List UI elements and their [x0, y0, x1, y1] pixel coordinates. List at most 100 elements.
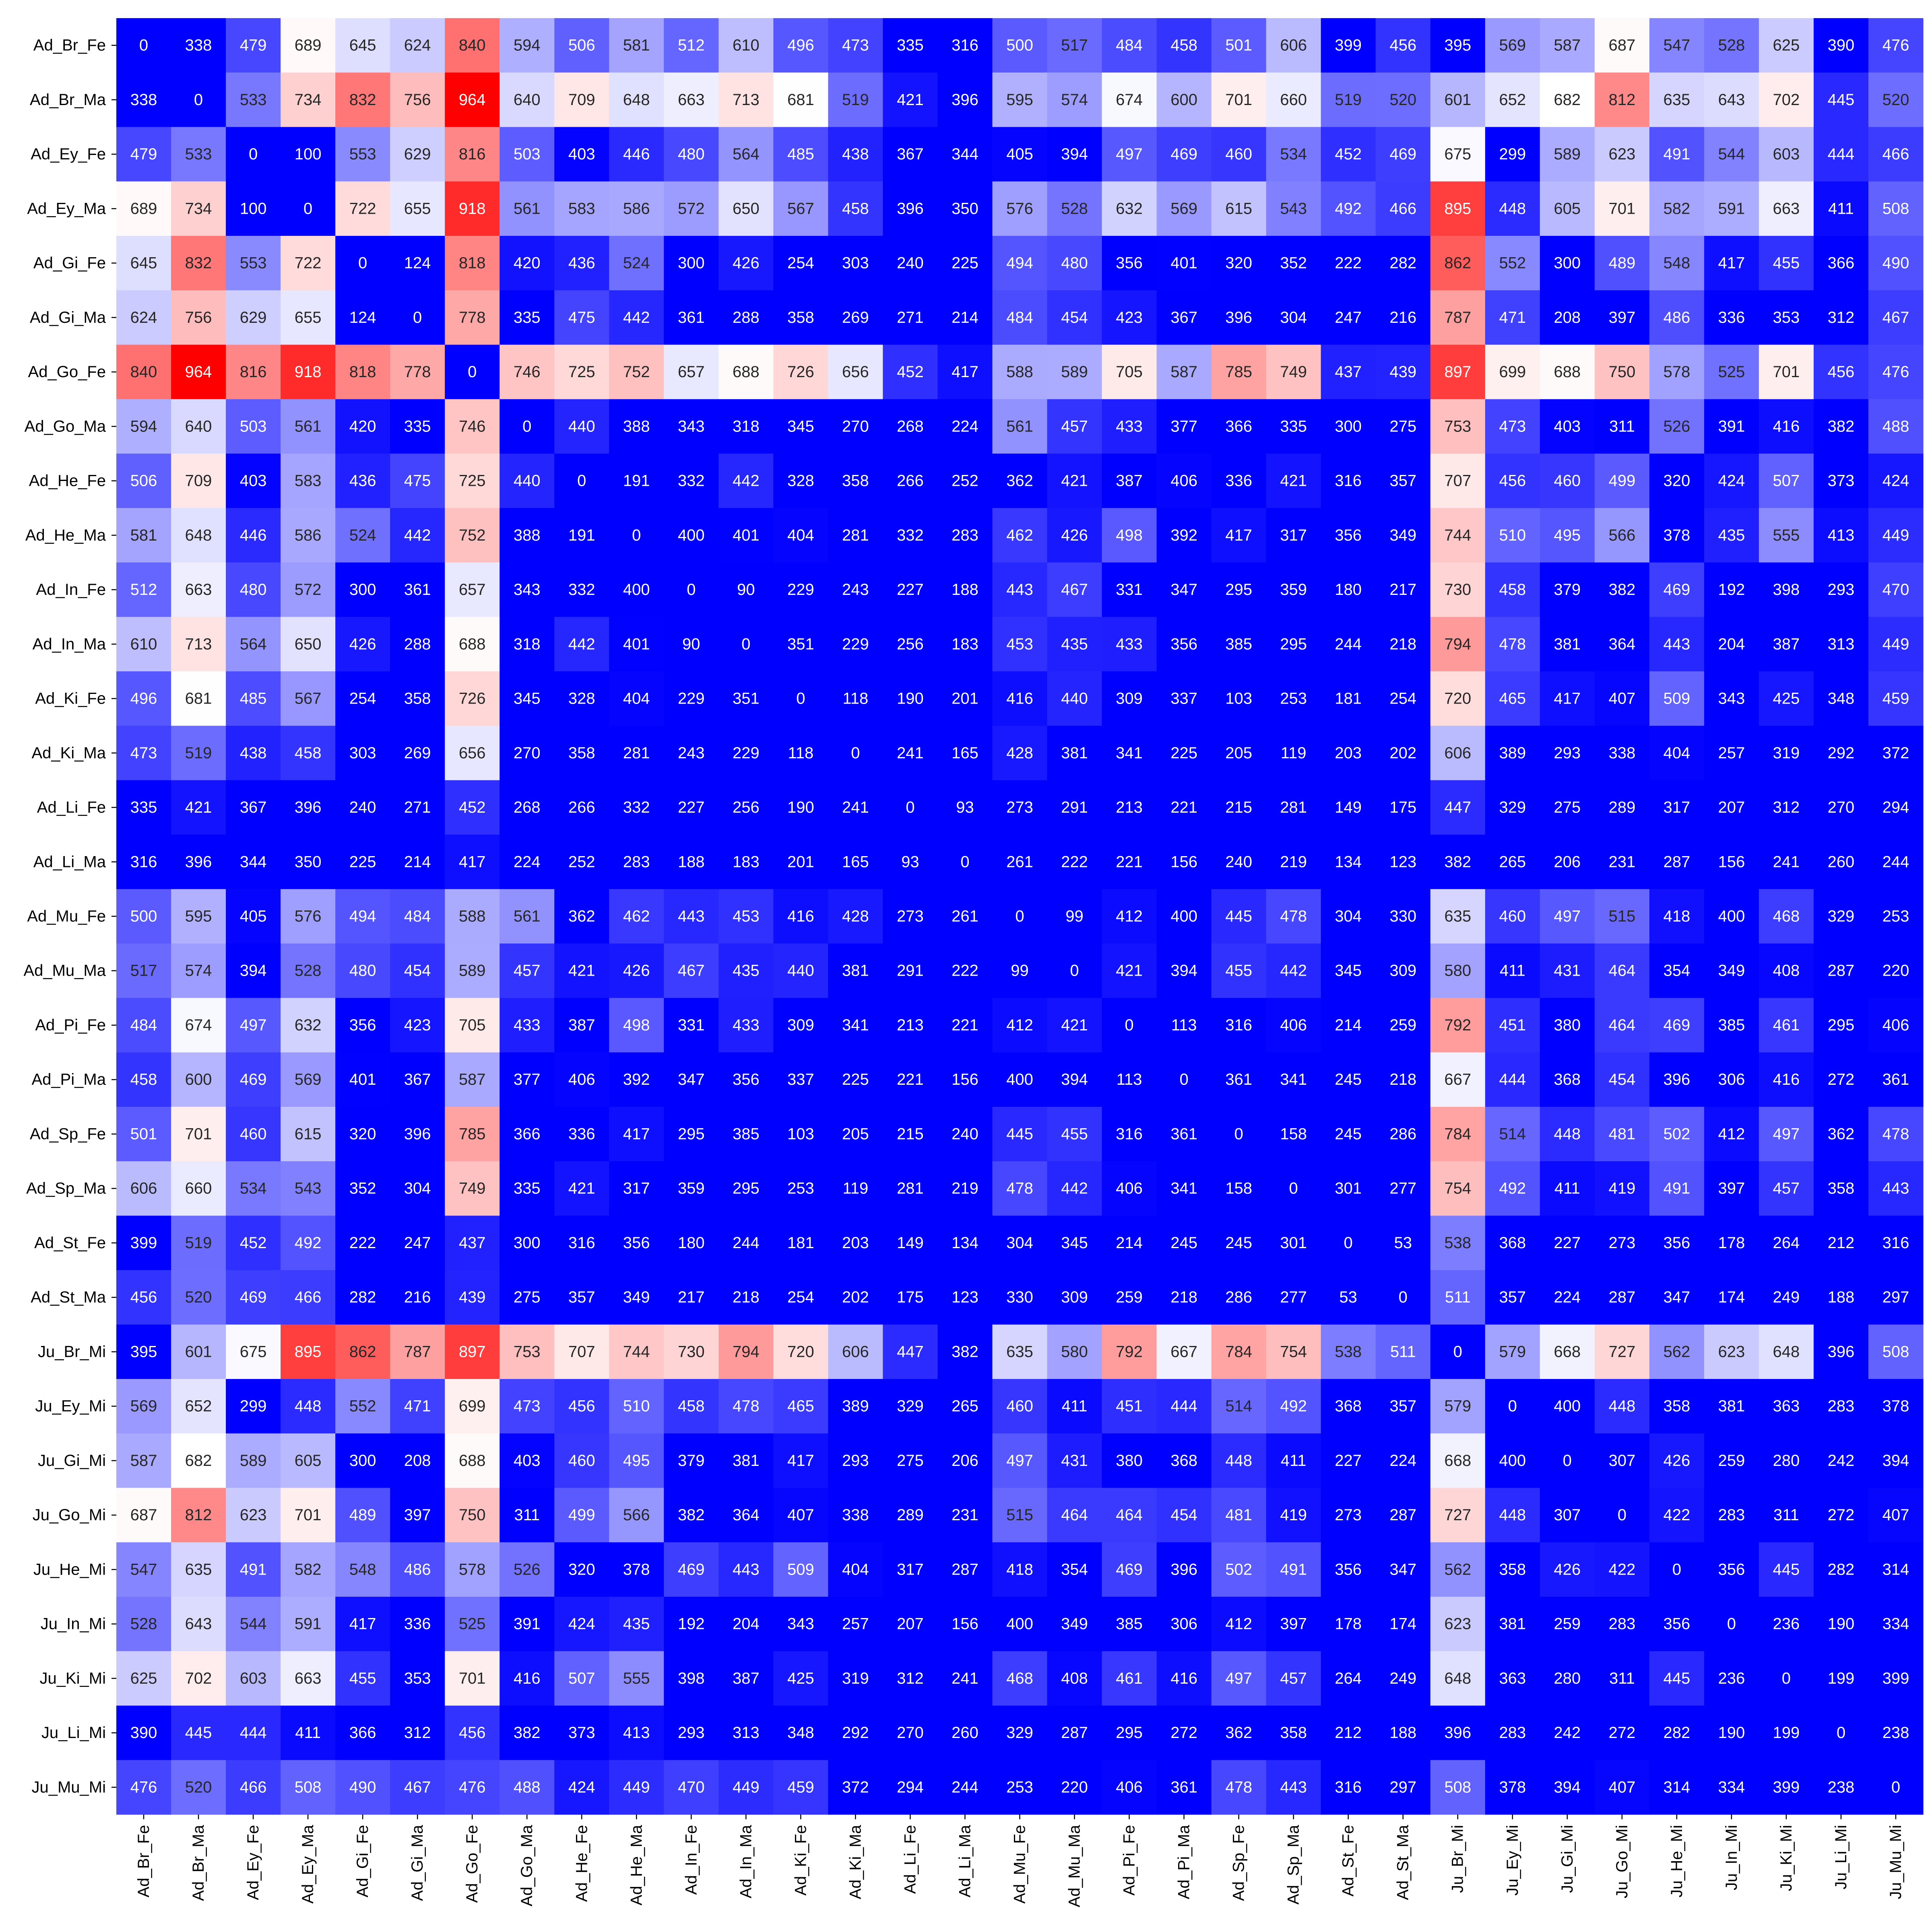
y-tick-label: Ju_Ki_Mi: [39, 1670, 106, 1687]
heatmap-cell: [992, 1324, 1048, 1379]
cell-value-label: 411: [1828, 200, 1854, 217]
cell-value-label: 475: [568, 309, 595, 326]
heatmap-cell: [609, 1705, 664, 1761]
cell-value-label: 245: [1225, 1234, 1252, 1252]
cell-value-label: 464: [1061, 1506, 1088, 1524]
heatmap-cell: [1594, 1161, 1650, 1216]
cell-value-label: 663: [1773, 200, 1800, 217]
cell-value-label: 511: [1390, 1343, 1416, 1360]
cell-value-label: 465: [1499, 690, 1526, 708]
cell-value-label: 373: [1828, 472, 1855, 490]
heatmap-cell: [1156, 453, 1212, 508]
cell-value-label: 304: [1006, 1234, 1033, 1252]
heatmap-cell: [1759, 617, 1814, 672]
x-tick-label: Ad_Gi_Fe: [354, 1825, 372, 1897]
cell-value-label: 358: [1280, 1724, 1307, 1742]
heatmap-cell: [1430, 1542, 1486, 1597]
heatmap-cell: [1540, 508, 1595, 563]
x-tick-label: Ad_Ki_Fe: [792, 1825, 809, 1896]
cell-value-label: 244: [733, 1234, 760, 1252]
cell-value-label: 404: [1663, 744, 1690, 762]
cell-value-label: 0: [358, 254, 367, 272]
heatmap-cell: [1156, 943, 1212, 998]
heatmap-cell: [609, 780, 664, 835]
y-tick-label: Ad_Mu_Fe: [27, 908, 106, 925]
cell-value-label: 421: [568, 962, 595, 980]
cell-value-label: 396: [1828, 1343, 1855, 1360]
cell-value-label: 648: [185, 526, 212, 544]
heatmap-cell: [1485, 834, 1540, 890]
heatmap-cell: [883, 889, 938, 944]
heatmap-cell: [445, 399, 500, 454]
cell-value-label: 581: [130, 526, 157, 544]
heatmap-cell: [1704, 1379, 1759, 1434]
heatmap-cell: [1704, 235, 1759, 291]
heatmap-cell: [1156, 617, 1212, 672]
cell-value-label: 372: [842, 1778, 869, 1796]
heatmap-cell: [390, 1433, 445, 1488]
heatmap-cell: [1211, 1379, 1267, 1434]
cell-value-label: 293: [678, 1724, 705, 1742]
heatmap-cell: [828, 1705, 883, 1761]
heatmap-cell: [1156, 1106, 1212, 1162]
x-tick-label: Ad_Li_Ma: [956, 1825, 974, 1897]
heatmap-cell: [1266, 1052, 1321, 1107]
cell-value-label: 293: [1828, 581, 1855, 599]
cell-value-label: 227: [897, 581, 924, 599]
cell-value-label: 350: [295, 853, 322, 871]
cell-value-label: 395: [130, 1343, 157, 1360]
heatmap-cell: [226, 1597, 281, 1651]
cell-value-label: 0: [687, 581, 696, 599]
cell-value-label: 443: [1663, 635, 1690, 653]
cell-value-label: 478: [1280, 908, 1307, 925]
cell-value-label: 491: [240, 1560, 267, 1578]
cell-value-label: 528: [1061, 200, 1088, 217]
heatmap-cell: [664, 617, 719, 672]
cell-value-label: 188: [1389, 1724, 1416, 1742]
heatmap-cell: [773, 345, 828, 400]
heatmap-cell: [445, 1270, 500, 1325]
cell-value-label: 222: [1335, 254, 1362, 272]
heatmap-cell: [883, 834, 938, 890]
heatmap-cell: [500, 1488, 555, 1543]
cell-value-label: 520: [185, 1778, 212, 1796]
cell-value-label: 465: [787, 1397, 814, 1415]
cell-value-label: 0: [1015, 908, 1024, 925]
heatmap-cell: [445, 1106, 500, 1162]
cell-value-label: 452: [240, 1234, 267, 1252]
heatmap-cell: [445, 1488, 500, 1543]
cell-value-label: 353: [1773, 309, 1800, 326]
cell-value-label: 433: [1116, 417, 1143, 435]
heatmap-cell: [1868, 889, 1924, 944]
heatmap-cell: [992, 998, 1048, 1053]
cell-value-label: 727: [1608, 1343, 1635, 1360]
heatmap-cell: [335, 290, 390, 345]
heatmap-cell: [1102, 181, 1157, 236]
heatmap-cell: [1266, 1379, 1321, 1434]
heatmap-cell: [992, 943, 1048, 998]
heatmap-cell: [335, 1161, 390, 1216]
heatmap-cell: [390, 181, 445, 236]
cell-value-label: 362: [1225, 1724, 1252, 1742]
cell-value-label: 470: [1882, 581, 1909, 599]
cell-value-label: 445: [1225, 908, 1252, 925]
heatmap-cell: [937, 1379, 993, 1434]
cell-value-label: 123: [952, 1288, 978, 1306]
cell-value-label: 206: [952, 1452, 978, 1470]
heatmap-cell: [1704, 671, 1759, 726]
x-tick-label: Ju_Br_Mi: [1449, 1825, 1467, 1893]
heatmap-cell: [1485, 1705, 1540, 1761]
heatmap-cell: [1156, 508, 1212, 563]
cell-value-label: 0: [1508, 1397, 1517, 1415]
cell-value-label: 311: [514, 1506, 540, 1524]
cell-value-label: 347: [1389, 1560, 1416, 1578]
cell-value-label: 569: [1499, 37, 1526, 54]
heatmap-cell: [1759, 1161, 1814, 1216]
cell-value-label: 350: [952, 200, 978, 217]
cell-value-label: 381: [1554, 635, 1581, 653]
cell-value-label: 471: [1499, 309, 1526, 326]
heatmap-cell: [1813, 1760, 1869, 1815]
cell-value-label: 699: [459, 1397, 486, 1415]
cell-value-label: 191: [568, 526, 595, 544]
heatmap-cell: [1047, 127, 1102, 182]
